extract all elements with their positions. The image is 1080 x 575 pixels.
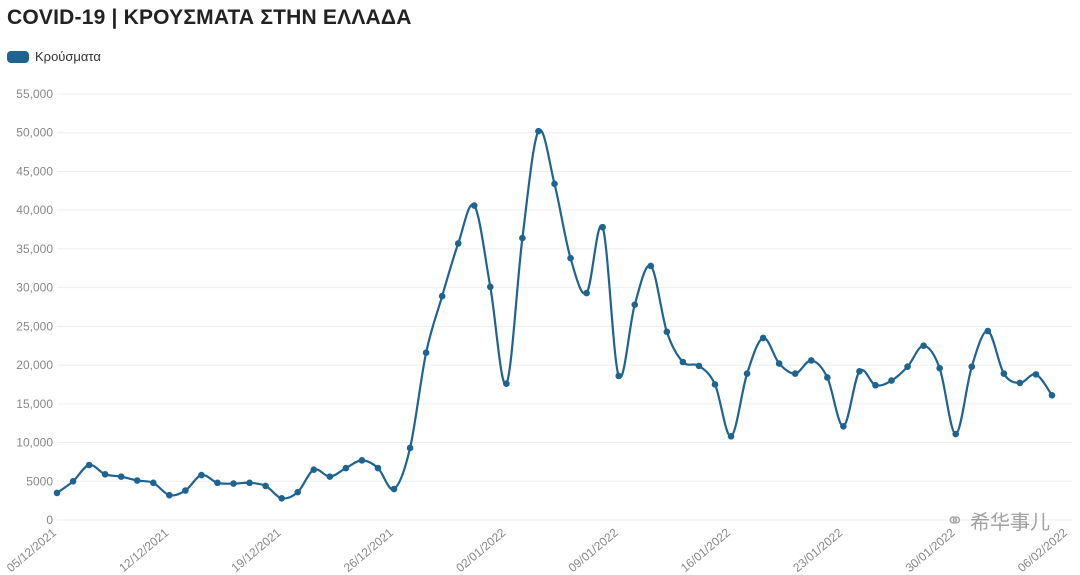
data-point xyxy=(262,482,269,490)
data-point xyxy=(406,444,414,452)
data-point xyxy=(952,430,960,438)
data-point xyxy=(695,362,703,370)
data-point xyxy=(310,466,318,473)
data-point xyxy=(583,289,590,297)
data-point xyxy=(133,477,141,484)
data-point xyxy=(69,477,77,485)
data-point xyxy=(551,180,558,188)
watermark: ⚭ 希华事儿 xyxy=(946,506,1050,535)
data-point xyxy=(904,363,911,370)
y-tick-label: 15,000 xyxy=(16,397,53,411)
data-point xyxy=(149,479,157,487)
data-point xyxy=(968,363,976,370)
data-point xyxy=(470,202,478,209)
x-tick-label: 19/12/2021 xyxy=(229,525,284,575)
data-point xyxy=(615,372,622,380)
data-point xyxy=(936,364,943,372)
data-point xyxy=(117,473,125,480)
x-tick-label: 09/01/2022 xyxy=(566,525,621,575)
data-point xyxy=(599,223,606,231)
data-point xyxy=(198,471,205,479)
data-point xyxy=(166,491,173,499)
data-point xyxy=(791,370,799,377)
data-point xyxy=(1048,391,1056,399)
y-tick-label: 25,000 xyxy=(16,319,53,333)
data-point xyxy=(230,480,237,487)
data-point xyxy=(824,374,831,381)
y-tick-label: 0 xyxy=(46,513,53,527)
data-point xyxy=(711,381,719,388)
data-point xyxy=(53,489,61,497)
data-point xyxy=(422,349,430,356)
y-tick-label: 50,000 xyxy=(16,126,53,140)
data-point xyxy=(888,377,895,384)
data-point xyxy=(759,334,767,342)
data-point xyxy=(358,457,366,464)
data-point xyxy=(647,262,655,270)
data-point xyxy=(856,367,863,375)
data-point xyxy=(503,380,510,387)
data-point xyxy=(679,358,687,366)
x-tick-label: 05/12/2021 xyxy=(4,525,59,575)
legend-swatch xyxy=(7,50,29,63)
y-tick-label: 55,000 xyxy=(16,87,53,101)
data-point xyxy=(663,328,671,336)
data-point xyxy=(519,234,526,242)
data-point xyxy=(535,127,542,135)
y-tick-label: 5000 xyxy=(26,474,53,488)
data-point xyxy=(390,485,398,493)
data-point xyxy=(326,473,334,480)
watermark-text: 希华事儿 xyxy=(970,510,1050,534)
x-tick-label: 26/12/2021 xyxy=(341,525,396,575)
data-point xyxy=(182,487,189,494)
data-point xyxy=(438,292,446,300)
y-tick-label: 30,000 xyxy=(16,281,53,295)
data-point xyxy=(487,283,494,291)
data-point xyxy=(246,479,253,487)
data-point xyxy=(294,488,302,496)
data-point xyxy=(567,254,574,262)
chart-title: COVID-19 | ΚΡΟΥΣΜΑΤΑ ΣΤΗΝ ΕΛΛΑΔΑ xyxy=(7,6,412,29)
data-point xyxy=(101,471,109,478)
data-point xyxy=(342,464,350,472)
x-tick-label: 23/01/2022 xyxy=(790,525,845,575)
data-point xyxy=(374,464,382,472)
data-point xyxy=(1032,371,1040,378)
data-point xyxy=(1000,370,1008,377)
data-point xyxy=(872,381,879,389)
data-point xyxy=(1016,379,1024,387)
data-point xyxy=(454,240,462,247)
data-point xyxy=(727,433,735,440)
data-point xyxy=(775,360,783,367)
data-point xyxy=(920,342,927,350)
data-point xyxy=(214,479,221,487)
wechat-icon: ⚭ xyxy=(945,507,964,533)
data-point xyxy=(984,327,992,335)
y-tick-label: 10,000 xyxy=(16,436,53,450)
data-point xyxy=(278,495,285,502)
x-tick-label: 16/01/2022 xyxy=(678,525,733,575)
y-tick-label: 45,000 xyxy=(16,164,53,178)
y-tick-label: 40,000 xyxy=(16,203,53,217)
legend-label: Κρούσματα xyxy=(35,49,101,64)
legend[interactable]: Κρούσματα xyxy=(7,49,101,64)
y-tick-label: 20,000 xyxy=(16,358,53,372)
data-point xyxy=(631,301,639,308)
y-tick-label: 35,000 xyxy=(16,242,53,256)
x-tick-label: 02/01/2022 xyxy=(453,525,508,575)
x-tick-label: 12/12/2021 xyxy=(116,525,171,575)
data-point xyxy=(840,422,847,430)
data-point xyxy=(743,370,751,377)
data-point xyxy=(807,357,815,364)
data-point xyxy=(85,461,93,469)
